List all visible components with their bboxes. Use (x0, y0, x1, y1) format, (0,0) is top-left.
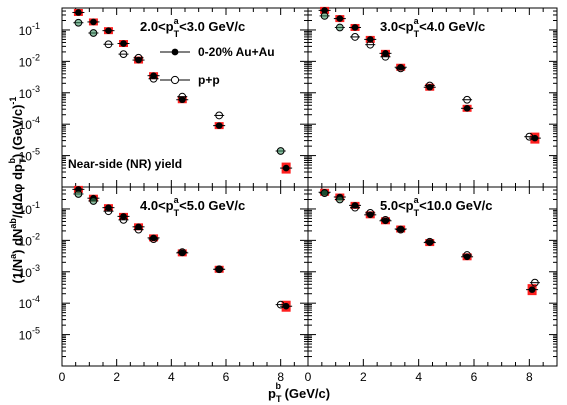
auau-point (397, 225, 404, 233)
panel-frame (61, 186, 309, 367)
auau-point (351, 24, 359, 31)
pp-point (381, 52, 390, 61)
x-tick-label: 8 (526, 370, 533, 384)
pp-point (320, 12, 329, 20)
panel-frame (307, 186, 558, 367)
pp-point (335, 195, 344, 204)
auau-point (120, 40, 127, 47)
y-tick-label: 10-2 (19, 52, 40, 69)
auau-point (178, 249, 186, 257)
pp-point (320, 189, 329, 197)
pp-point (366, 208, 375, 217)
auau-point (366, 36, 374, 43)
auau-point (426, 239, 434, 246)
y-tick-label: 10-5 (19, 147, 40, 164)
pp-point (366, 40, 375, 49)
x-axis-label: pTb (GeV/c) (268, 381, 330, 404)
panel-frame (307, 7, 558, 188)
y-tick-label: 10-3 (19, 263, 40, 280)
text-layer: pTb (GeV/c) 2.0<pa T<3.0 GeV/c 3.0<pa T<4.0… (7, 16, 533, 404)
x-tick-label: 4 (415, 370, 422, 384)
auau-point (135, 223, 142, 231)
auau-point (282, 164, 290, 172)
panel-4-label: 5.0<pa T<10.0 GeV/c (380, 195, 493, 218)
pp-point (104, 40, 113, 49)
auau-point (90, 18, 97, 26)
y-tick-label: 10-3 (19, 84, 40, 101)
pp-point (396, 225, 405, 234)
legend-auau-label: 0-20% Au+Au (198, 45, 275, 59)
pp-point (178, 248, 187, 257)
pp-point (74, 190, 83, 198)
panel-4 (307, 186, 558, 367)
auau-point (463, 105, 471, 112)
near-side-annotation: Near-side (NR) yield (68, 157, 182, 171)
panel-1 (61, 7, 309, 188)
x-tick-label: 0 (59, 370, 66, 384)
pp-point (134, 225, 143, 234)
y-tick-label: 10-1 (19, 200, 40, 217)
pp-point (425, 237, 434, 246)
pp-point (276, 147, 285, 155)
pp-point (134, 53, 143, 62)
pp-point (149, 74, 158, 83)
y-tick-label: 10-1 (19, 21, 40, 38)
legend (160, 48, 190, 85)
auau-point (135, 56, 142, 64)
pp-point (351, 203, 359, 212)
y-tick-label: 10-5 (19, 326, 40, 343)
auau-point (336, 15, 344, 22)
pp-point (351, 33, 359, 41)
pp-point (149, 235, 158, 243)
pp-point (276, 300, 285, 309)
pp-point (89, 29, 98, 37)
y-tick-label: 10-2 (19, 231, 40, 248)
auau-point (528, 286, 536, 293)
panel-2 (307, 6, 558, 188)
x-tick-label: 6 (223, 370, 230, 384)
auau-point (75, 9, 82, 16)
panel-1-label: 2.0<pa T<3.0 GeV/c (140, 16, 245, 39)
pp-point (74, 18, 83, 27)
panel-3-label: 4.0<pa T<5.0 GeV/c (140, 195, 245, 218)
auau-point (215, 122, 223, 129)
pp-point (425, 81, 434, 90)
x-tick-label: 2 (113, 370, 120, 384)
x-tick-label: 6 (471, 370, 478, 384)
y-tick-label: 10-4 (19, 115, 40, 132)
pp-point (104, 207, 113, 216)
pp-point (215, 111, 224, 120)
pp-point (463, 95, 471, 104)
y-axis-label: (1/Na) dNab/(dΔφ dpTb) (GeV/c)-1 (7, 97, 28, 284)
pp-point (89, 197, 98, 205)
pp-point (525, 132, 534, 141)
pp-point (119, 50, 128, 59)
legend-auau-marker (171, 48, 179, 56)
pp-point (335, 23, 344, 32)
pp-point (178, 92, 187, 101)
pp-point (381, 215, 390, 224)
x-tick-label: 0 (305, 370, 312, 384)
legend-pp-marker (170, 75, 180, 85)
pp-point (530, 278, 539, 287)
y-tick-label: 10-4 (19, 294, 40, 311)
auau-point (321, 7, 328, 14)
pp-point (119, 215, 128, 224)
pp-point (396, 64, 405, 73)
x-tick-label: 8 (277, 370, 284, 384)
auau-point (105, 27, 112, 34)
pp-point (215, 265, 224, 274)
auau-point (351, 202, 359, 209)
legend-pp-label: p+p (198, 73, 220, 87)
x-tick-label: 2 (360, 370, 367, 384)
pp-point (463, 251, 471, 259)
panel-2-label: 3.0<pa T<4.0 GeV/c (380, 16, 485, 39)
x-tick-label: 4 (168, 370, 175, 384)
plot-layer (61, 6, 558, 367)
